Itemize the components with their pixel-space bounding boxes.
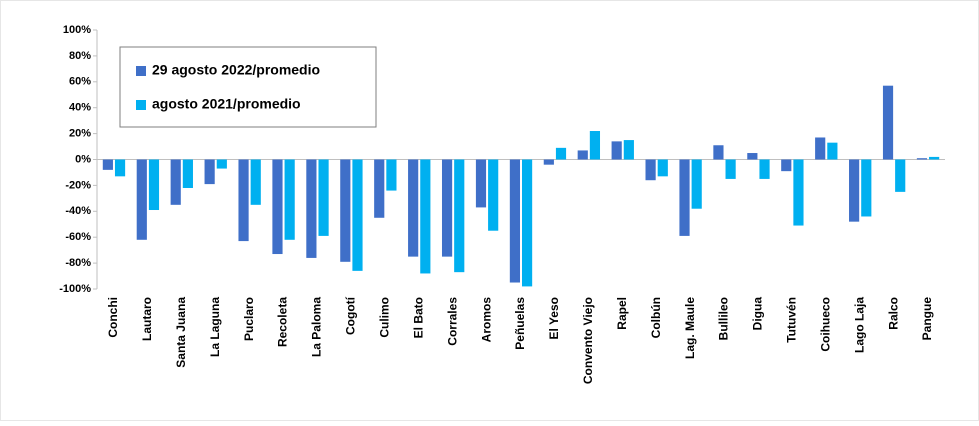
x-tick-label: Santa Juana	[174, 297, 188, 368]
bar	[306, 159, 317, 258]
x-tick-label: Lag. Maule	[683, 297, 697, 359]
bar	[238, 159, 249, 242]
bar	[543, 159, 554, 165]
y-tick-label: 100%	[63, 24, 91, 36]
y-tick-label: 60%	[69, 76, 91, 88]
bar	[623, 140, 634, 160]
y-tick-label: 80%	[69, 50, 91, 62]
legend-label: agosto 2021/promedio	[152, 96, 301, 112]
x-tick-label: Convento Viejo	[581, 297, 595, 384]
bar	[488, 159, 499, 231]
x-tick-label: El Yeso	[547, 297, 561, 339]
bar	[747, 153, 758, 160]
x-tick-label: Conchi	[106, 297, 120, 338]
bar	[420, 159, 431, 274]
x-tick-label: La Paloma	[310, 297, 324, 357]
bar	[522, 159, 533, 287]
bar	[555, 147, 567, 160]
bar	[781, 159, 792, 172]
y-tick-label: 0%	[75, 153, 91, 165]
y-tick-label: -40%	[65, 205, 91, 217]
x-tick-label: Cogotí	[344, 296, 358, 335]
x-tick-label: Aromos	[479, 297, 493, 343]
bar	[284, 159, 295, 240]
bar	[861, 159, 872, 217]
bar	[408, 159, 419, 257]
bar	[136, 159, 147, 240]
bar	[916, 158, 928, 160]
bar	[725, 159, 736, 179]
bar	[815, 137, 826, 160]
x-tick-label: Digua	[751, 297, 765, 331]
x-tick-label: El Bato	[411, 297, 425, 338]
x-tick-label: Pangue	[920, 297, 934, 341]
bar	[759, 159, 770, 179]
x-tick-label: Puclaro	[242, 297, 256, 341]
bar	[793, 159, 804, 226]
legend-swatch	[136, 100, 146, 110]
y-tick-label: -100%	[59, 283, 91, 295]
x-tick-label: Rapel	[615, 297, 629, 330]
x-tick-label: Ralco	[886, 297, 900, 330]
bar	[114, 159, 126, 177]
x-tick-label: Bullileo	[717, 297, 731, 340]
bar	[352, 159, 363, 271]
bar	[441, 159, 453, 257]
bar	[272, 159, 283, 255]
bar	[454, 159, 465, 273]
bar	[589, 131, 601, 160]
bar	[657, 159, 668, 177]
bar	[204, 159, 215, 185]
x-tick-label: Culimo	[377, 297, 391, 338]
bar	[679, 159, 690, 236]
bar	[182, 159, 193, 188]
x-tick-label: Coihueco	[818, 297, 832, 352]
bar	[475, 159, 487, 208]
y-tick-label: -80%	[65, 257, 91, 269]
y-tick-label: 40%	[69, 102, 91, 114]
x-tick-label: Tutuvén	[785, 297, 799, 343]
bar	[318, 159, 329, 236]
bar	[386, 159, 397, 191]
bar	[645, 159, 656, 181]
x-tick-label: La Laguna	[208, 297, 222, 357]
bar	[849, 159, 860, 222]
bar	[340, 159, 351, 262]
bar	[374, 159, 385, 218]
x-tick-label: Recoleta	[276, 297, 290, 347]
x-tick-label: Colbún	[649, 297, 663, 338]
x-tick-label: Peñuelas	[513, 297, 527, 350]
bar	[102, 159, 113, 170]
x-tick-label: Lago Laja	[852, 297, 866, 353]
y-tick-label: -20%	[65, 179, 91, 191]
bar	[170, 159, 181, 205]
bar	[895, 159, 906, 192]
x-tick-label: Lautaro	[140, 297, 154, 341]
bar	[509, 159, 520, 283]
y-tick-label: -60%	[65, 231, 91, 243]
bar	[577, 150, 588, 160]
bar	[611, 141, 622, 160]
bar	[713, 145, 724, 160]
bar	[148, 159, 160, 211]
bar	[882, 85, 894, 160]
bar	[827, 142, 838, 160]
y-tick-label: 20%	[69, 128, 91, 140]
x-tick-label: Corrales	[445, 297, 459, 346]
bar	[691, 159, 702, 209]
legend-label: 29 agosto 2022/promedio	[152, 62, 320, 78]
bar	[250, 159, 261, 205]
legend-swatch	[136, 66, 146, 76]
legend-box	[119, 46, 377, 128]
bar	[216, 159, 227, 169]
bar	[929, 156, 940, 160]
